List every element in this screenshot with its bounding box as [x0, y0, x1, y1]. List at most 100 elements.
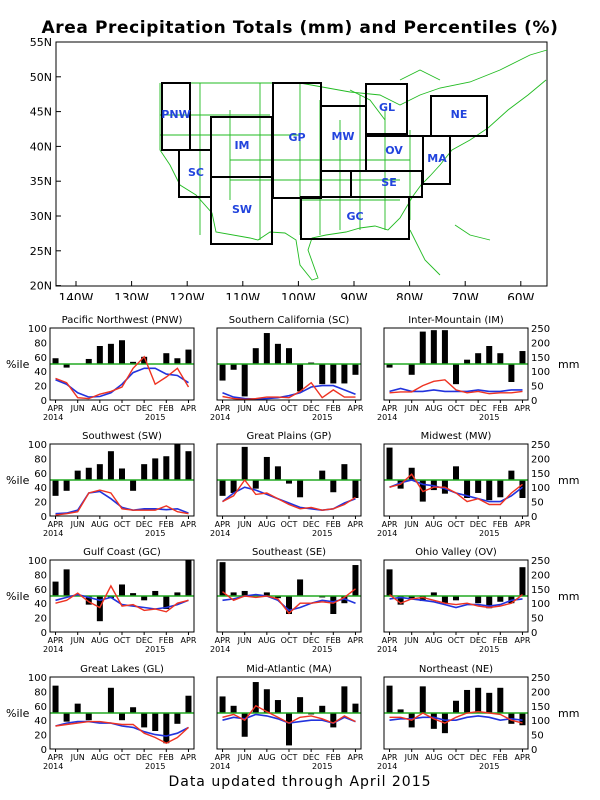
- region-label-mw: MW: [331, 130, 354, 143]
- month-label: APR: [515, 404, 531, 413]
- month-label: APR: [348, 636, 364, 645]
- percentile-bar: [386, 685, 393, 713]
- month-label: OCT: [448, 404, 465, 413]
- year-mid-label: 2015: [312, 413, 332, 422]
- percentile-bar: [274, 343, 281, 364]
- right-tick-label: 100: [531, 367, 550, 378]
- lon-label: 70W: [452, 291, 479, 300]
- month-label: DEC: [136, 636, 153, 645]
- year-start-label: 2014: [43, 413, 63, 422]
- left-tick-label: 20: [34, 614, 47, 625]
- chart-panel: Midwest (MW) 250 200 150 100 50 0 mm APR JUN AUG OC…: [377, 431, 579, 538]
- year-start-label: 2014: [43, 529, 63, 538]
- percentile-bar: [96, 346, 103, 364]
- percentile-bar: [263, 456, 270, 480]
- percentile-bar: [352, 480, 359, 498]
- normal-precip-line: [55, 593, 189, 610]
- percentile-bar: [96, 464, 103, 480]
- right-tick-label: 250: [531, 440, 550, 451]
- percentile-bar: [430, 330, 437, 364]
- percentile-bar: [63, 713, 70, 722]
- percentile-bar: [441, 330, 448, 364]
- month-label: DEC: [136, 753, 153, 762]
- right-axis-label: mm: [558, 474, 579, 487]
- region-label-gp: GP: [288, 131, 305, 144]
- left-tick-label: 60: [34, 702, 47, 713]
- percentile-bar: [52, 358, 59, 364]
- lon-label: 120W: [170, 291, 205, 300]
- year-start-label: 2014: [377, 529, 397, 538]
- month-label: FEB: [493, 520, 508, 529]
- month-label: FEB: [493, 753, 508, 762]
- percentile-bar: [119, 713, 125, 721]
- percentile-bar: [464, 689, 471, 713]
- month-label: AUG: [258, 753, 276, 762]
- region-label-ne: NE: [451, 108, 468, 121]
- month-label: APR: [215, 636, 231, 645]
- percentile-bar: [219, 364, 226, 381]
- region-label-gl: GL: [379, 101, 395, 114]
- percentile-bar: [486, 692, 493, 713]
- right-tick-label: 50: [531, 731, 544, 742]
- left-axis-label: %ile: [6, 590, 30, 603]
- percentile-bar: [263, 592, 270, 596]
- percentile-bar: [152, 590, 159, 596]
- panel-title: Ohio Valley (OV): [415, 547, 497, 558]
- right-axis-label: mm: [558, 707, 579, 720]
- region-label-ov: OV: [385, 144, 403, 157]
- total-precip-line: [55, 489, 189, 516]
- month-label: DEC: [470, 404, 487, 413]
- month-label: APR: [181, 636, 197, 645]
- percentile-bar: [241, 590, 248, 596]
- percentile-bar: [519, 351, 526, 364]
- percentile-bar: [419, 596, 426, 602]
- month-label: APR: [181, 520, 197, 529]
- percentile-bar: [74, 470, 81, 480]
- percentile-bar: [185, 695, 192, 713]
- percentile-bar: [319, 364, 326, 385]
- percentile-bar: [397, 709, 404, 713]
- percentile-bar: [85, 467, 92, 480]
- percentile-bar: [241, 364, 248, 397]
- right-tick-label: 0: [531, 512, 537, 523]
- right-axis-label: mm: [558, 590, 579, 603]
- percentile-bar: [497, 480, 504, 498]
- month-label: APR: [382, 404, 398, 413]
- region-label-sc: SC: [188, 166, 204, 179]
- chart-panel: Southern California (SC) APR JUN AUG OCT DEC F…: [210, 315, 364, 422]
- left-tick-label: 40: [34, 599, 47, 610]
- percentile-bar: [141, 464, 148, 480]
- percentile-bar: [241, 713, 248, 737]
- month-label: FEB: [493, 404, 508, 413]
- month-label: AUG: [425, 404, 443, 413]
- panel-title: Inter-Mountain (IM): [408, 315, 504, 326]
- percentile-bar: [263, 689, 270, 713]
- total-precip-line: [389, 710, 523, 724]
- percentile-bar: [219, 696, 226, 713]
- percentile-bar: [274, 596, 281, 599]
- year-start-label: 2014: [43, 645, 63, 654]
- month-label: AUG: [425, 520, 443, 529]
- month-label: AUG: [425, 753, 443, 762]
- month-label: APR: [181, 753, 197, 762]
- percentile-bar: [185, 451, 192, 480]
- region-label-se: SE: [381, 176, 396, 189]
- chart-panel: Southwest (SW) 100 80 60 40 20 0 %ile APR JUN AUG O…: [6, 431, 197, 538]
- month-label: AUG: [258, 520, 276, 529]
- month-label: APR: [382, 520, 398, 529]
- year-mid-label: 2015: [145, 529, 165, 538]
- month-label: DEC: [303, 404, 320, 413]
- percentile-bar: [352, 703, 359, 713]
- month-label: APR: [382, 636, 398, 645]
- panel-title: Northeast (NE): [419, 664, 493, 675]
- percentile-bar: [130, 707, 137, 713]
- region-label-im: IM: [234, 139, 249, 152]
- percentile-bar: [475, 596, 482, 604]
- year-start-label: 2014: [43, 762, 63, 771]
- month-label: FEB: [326, 404, 341, 413]
- percentile-bar: [486, 346, 493, 364]
- percentile-bar: [252, 480, 259, 489]
- right-tick-label: 100: [531, 483, 550, 494]
- left-tick-label: 0: [41, 628, 47, 639]
